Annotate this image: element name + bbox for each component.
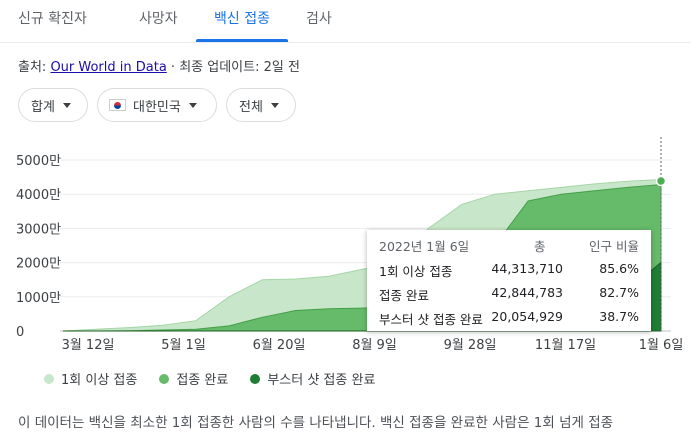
legend-label: 부스터 샷 접종 완료 xyxy=(267,373,376,388)
tooltip-col-ratio: 인구 비율 xyxy=(589,239,639,254)
tooltip-row-total: 44,313,710 xyxy=(491,261,563,276)
korea-flag-icon xyxy=(109,99,126,111)
tooltip-row-total: 20,054,929 xyxy=(491,309,563,324)
country-dropdown[interactable]: 대한민국 xyxy=(97,88,217,122)
metric-dropdown[interactable]: 합계 xyxy=(18,88,88,122)
tooltip-row-label: 접종 완료 xyxy=(379,288,429,303)
tooltip-row-label: 1회 이상 접종 xyxy=(379,264,453,279)
tab-tests[interactable]: 검사 xyxy=(306,11,332,27)
source-link[interactable]: Our World in Data xyxy=(50,60,167,75)
x-tick-label: 3월 12일 xyxy=(62,338,115,353)
last-updated: · 최종 업데이트: 2일 전 xyxy=(166,60,300,75)
source-line: 출처: Our World in Data · 최종 업데이트: 2일 전 xyxy=(18,56,300,75)
chevron-down-icon xyxy=(270,102,279,108)
tooltip-row-label: 부스터 샷 접종 완료 xyxy=(379,312,483,327)
x-tick-label: 1월 6일 xyxy=(639,338,684,353)
chart-tooltip: 2022년 1월 6일 총 인구 비율 1회 이상 접종 44,313,710 … xyxy=(367,230,651,331)
y-tick-label: 5000만 xyxy=(16,154,61,169)
x-tick-label: 11월 17일 xyxy=(535,338,596,353)
x-tick-label: 6월 20일 xyxy=(253,338,306,353)
tooltip-date: 2022년 1월 6일 xyxy=(379,239,470,254)
legend-item-booster[interactable]: 부스터 샷 접종 완료 xyxy=(250,369,375,388)
legend-item-first-dose[interactable]: 1회 이상 접종 xyxy=(44,369,137,388)
y-tick-label: 0 xyxy=(16,325,24,340)
source-prefix: 출처: xyxy=(18,60,51,75)
x-tick-label: 9월 28일 xyxy=(444,338,497,353)
metric-value: 합계 xyxy=(31,99,55,115)
y-tick-label: 4000만 xyxy=(16,188,61,203)
tooltip-row-total: 42,844,783 xyxy=(491,285,563,300)
y-tick-label: 3000만 xyxy=(16,222,61,237)
legend-item-fully-vaccinated[interactable]: 접종 완료 xyxy=(159,369,228,388)
tooltip-row-ratio: 82.7% xyxy=(599,285,639,300)
tooltip-col-total: 총 xyxy=(534,239,546,254)
description-text: 이 데이터는 백신을 최소한 1회 접종한 사람의 수를 나타냅니다. 백신 접… xyxy=(18,415,614,431)
y-tick-label: 2000만 xyxy=(16,257,61,272)
active-tab-indicator xyxy=(196,39,288,42)
legend-marker xyxy=(159,373,170,384)
range-dropdown[interactable]: 전체 xyxy=(226,88,296,122)
legend-label: 접종 완료 xyxy=(176,373,229,388)
legend-marker xyxy=(44,373,54,384)
range-value: 전체 xyxy=(239,99,263,115)
chevron-down-icon xyxy=(188,102,197,108)
hover-point xyxy=(655,175,667,187)
x-tick-label: 8월 9일 xyxy=(352,338,397,353)
x-tick-label: 5월 1일 xyxy=(161,338,206,353)
tooltip-row-ratio: 85.6% xyxy=(599,261,639,276)
chevron-down-icon xyxy=(62,102,71,108)
tooltip-row-ratio: 38.7% xyxy=(599,309,639,324)
tab-deaths[interactable]: 사망자 xyxy=(139,11,178,27)
tab-bar: 신규 확진자 사망자 백신 접종 검사 xyxy=(0,0,691,43)
y-tick-label: 1000만 xyxy=(16,291,61,306)
tab-vaccinations[interactable]: 백신 접종 xyxy=(214,11,270,27)
tab-new-cases[interactable]: 신규 확진자 xyxy=(18,11,87,27)
chart-legend: 1회 이상 접종 접종 완료 부스터 샷 접종 완료 xyxy=(44,369,397,388)
legend-label: 1회 이상 접종 xyxy=(61,373,138,388)
legend-marker xyxy=(250,373,261,384)
country-value: 대한민국 xyxy=(133,99,181,115)
